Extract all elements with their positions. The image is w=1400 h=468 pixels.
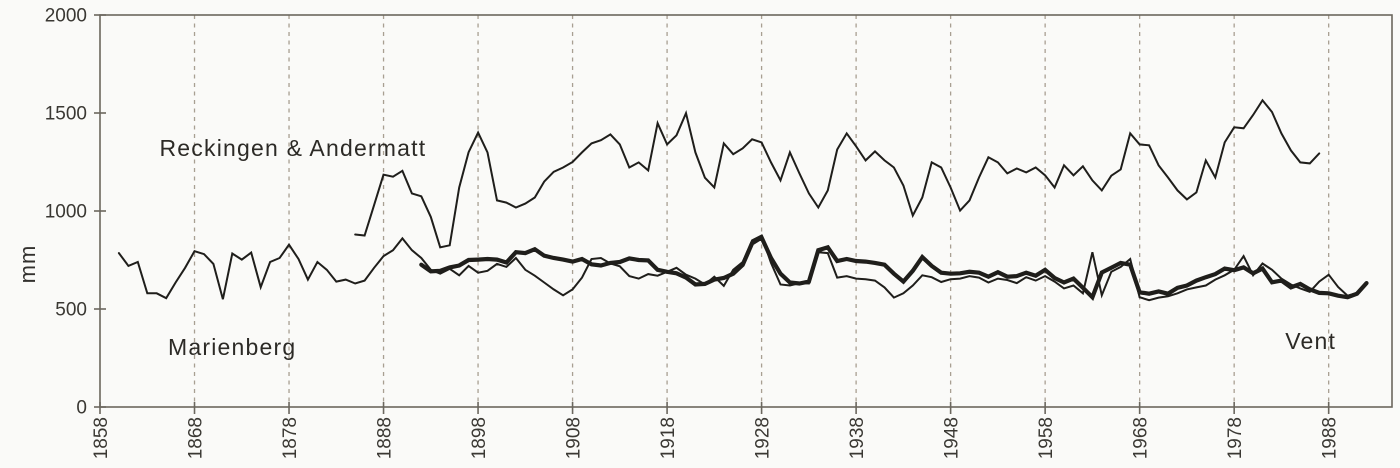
y-axis-unit-label: mm [15, 244, 40, 284]
series-line-marienberg [117, 234, 1368, 302]
x-tick-label-1868: 1868 [186, 417, 207, 459]
x-axis: 1858 1868 1878 1888 1898 1908 1918 1928 1938 1948… [91, 402, 1341, 459]
y-axis: 0 500 1000 1500 2000 [45, 6, 106, 419]
series-labels: Reckingen & Andermatt Marienberg Vent [160, 135, 1336, 360]
y-tick-label-1000: 1000 [45, 202, 87, 223]
x-tick-label-1968: 1968 [1131, 417, 1152, 459]
y-tick-label-500: 500 [55, 300, 87, 321]
y-tick-label-0: 0 [76, 398, 87, 419]
x-tick-label-1958: 1958 [1036, 417, 1057, 459]
x-tick-label-1988: 1988 [1320, 417, 1341, 459]
x-tick-label-1938: 1938 [847, 417, 868, 459]
series-label-marienberg: Marienberg [168, 334, 296, 360]
series-line-vent [419, 234, 1369, 301]
y-tick-label-1500: 1500 [45, 104, 87, 125]
x-tick-label-1918: 1918 [658, 417, 679, 459]
x-tick-label-1978: 1978 [1225, 417, 1246, 459]
x-tick-label-1928: 1928 [753, 417, 774, 459]
x-tick-label-1948: 1948 [942, 417, 963, 459]
gridlines [193, 15, 1330, 407]
series-label-vent: Vent [1285, 328, 1336, 354]
series-lines [117, 98, 1369, 302]
x-tick-label-1908: 1908 [564, 417, 585, 459]
x-tick-label-1878: 1878 [280, 417, 301, 459]
series-line-reckingen-andermatt [354, 98, 1321, 249]
y-tick-label-2000: 2000 [45, 6, 87, 27]
series-label-reckingen-andermatt: Reckingen & Andermatt [160, 135, 427, 161]
x-tick-label-1858: 1858 [91, 417, 112, 459]
x-tick-label-1898: 1898 [469, 417, 490, 459]
x-tick-label-1888: 1888 [375, 417, 396, 459]
